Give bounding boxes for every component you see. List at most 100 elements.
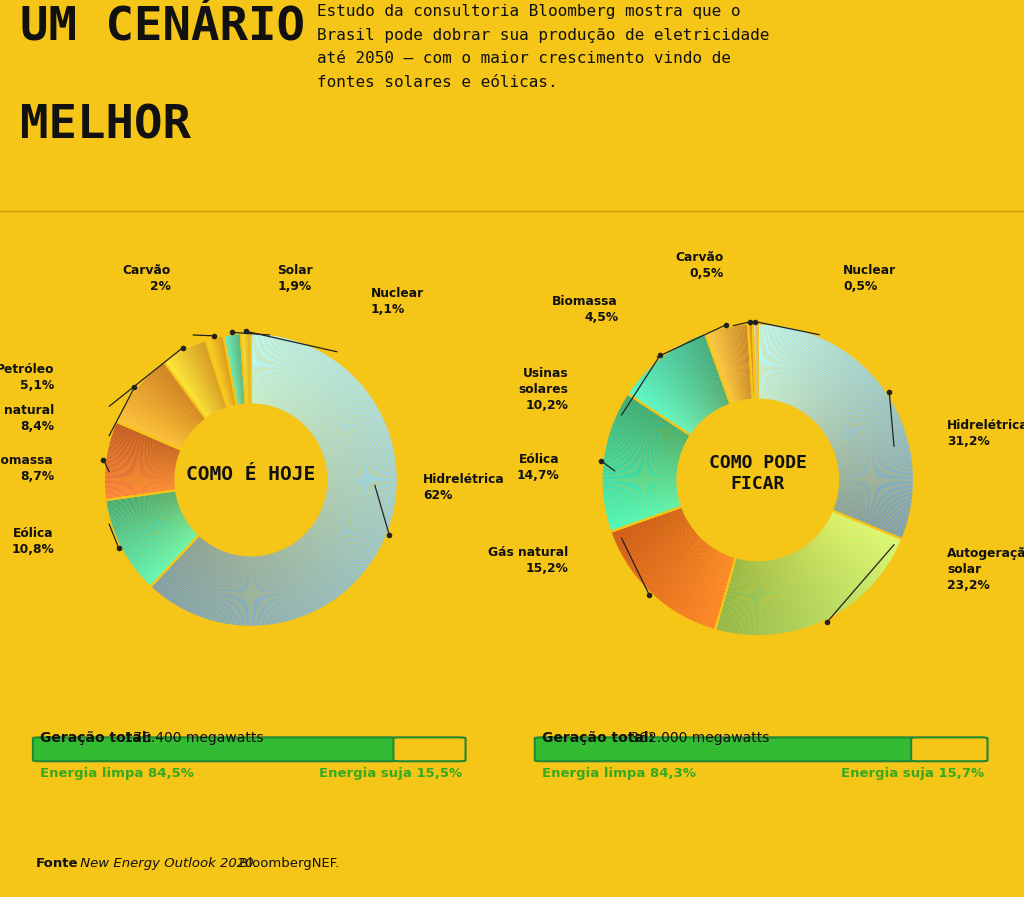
Wedge shape (623, 519, 688, 557)
Wedge shape (808, 359, 856, 417)
Wedge shape (828, 405, 894, 441)
Wedge shape (611, 507, 682, 533)
Wedge shape (317, 516, 380, 550)
Wedge shape (144, 532, 197, 580)
Wedge shape (603, 483, 677, 487)
Wedge shape (790, 337, 820, 406)
Wedge shape (677, 347, 717, 411)
Wedge shape (828, 406, 895, 442)
Wedge shape (206, 552, 228, 619)
Wedge shape (321, 423, 386, 451)
Wedge shape (117, 510, 181, 539)
Wedge shape (605, 496, 679, 512)
Wedge shape (129, 399, 187, 439)
Wedge shape (326, 452, 394, 466)
Wedge shape (325, 498, 392, 516)
Wedge shape (809, 542, 858, 599)
Wedge shape (610, 505, 681, 530)
Wedge shape (268, 338, 285, 406)
Wedge shape (223, 336, 237, 405)
Wedge shape (322, 507, 387, 534)
Wedge shape (282, 346, 310, 411)
Wedge shape (621, 518, 687, 553)
Wedge shape (175, 354, 212, 415)
Wedge shape (326, 451, 394, 466)
Wedge shape (105, 488, 175, 496)
Wedge shape (321, 424, 386, 451)
Wedge shape (143, 531, 196, 579)
Text: Biomassa
4,5%: Biomassa 4,5% (552, 295, 618, 324)
Text: Gás natural
8,4%: Gás natural 8,4% (0, 405, 54, 433)
Wedge shape (147, 376, 198, 426)
Wedge shape (783, 556, 809, 627)
Wedge shape (766, 560, 774, 634)
Wedge shape (122, 412, 184, 445)
Wedge shape (702, 555, 730, 625)
Wedge shape (831, 414, 899, 447)
Wedge shape (755, 325, 757, 399)
Wedge shape (838, 462, 912, 471)
Wedge shape (201, 551, 225, 617)
Wedge shape (606, 447, 679, 464)
Wedge shape (322, 507, 387, 533)
Wedge shape (831, 513, 899, 545)
Wedge shape (707, 333, 732, 404)
Wedge shape (835, 502, 906, 525)
Wedge shape (712, 557, 734, 629)
Wedge shape (120, 513, 182, 544)
Wedge shape (185, 548, 217, 611)
Wedge shape (827, 520, 892, 560)
Wedge shape (624, 401, 688, 440)
Wedge shape (327, 482, 396, 483)
Wedge shape (306, 380, 358, 429)
Wedge shape (751, 325, 754, 399)
Wedge shape (831, 511, 901, 541)
Wedge shape (838, 491, 911, 502)
Text: MELHOR: MELHOR (20, 103, 191, 148)
Wedge shape (290, 354, 326, 415)
Wedge shape (657, 541, 706, 599)
Wedge shape (319, 420, 384, 449)
Wedge shape (285, 547, 317, 610)
Wedge shape (827, 403, 893, 440)
Wedge shape (658, 542, 707, 600)
Wedge shape (769, 560, 780, 633)
Wedge shape (777, 558, 797, 631)
Wedge shape (312, 524, 370, 566)
Wedge shape (708, 556, 732, 627)
Wedge shape (692, 338, 725, 406)
Wedge shape (229, 335, 240, 405)
Wedge shape (749, 325, 754, 399)
Wedge shape (127, 519, 186, 558)
Wedge shape (794, 341, 827, 408)
Wedge shape (733, 327, 745, 400)
Wedge shape (288, 353, 324, 414)
Wedge shape (258, 335, 266, 405)
Wedge shape (105, 463, 175, 472)
Wedge shape (629, 393, 691, 435)
Wedge shape (140, 529, 194, 576)
Wedge shape (738, 560, 749, 634)
Wedge shape (324, 501, 391, 521)
Wedge shape (135, 390, 191, 434)
Wedge shape (622, 405, 687, 441)
Wedge shape (798, 345, 836, 410)
Wedge shape (327, 483, 396, 486)
Wedge shape (169, 359, 209, 417)
Wedge shape (322, 428, 387, 453)
Wedge shape (167, 542, 208, 600)
Wedge shape (824, 525, 887, 568)
Wedge shape (256, 335, 261, 405)
Wedge shape (617, 514, 685, 546)
Wedge shape (813, 538, 866, 592)
Wedge shape (318, 513, 382, 545)
Wedge shape (724, 328, 740, 401)
Wedge shape (243, 335, 247, 405)
Wedge shape (121, 514, 183, 546)
Wedge shape (227, 335, 239, 405)
Wedge shape (323, 434, 390, 457)
Wedge shape (142, 381, 195, 429)
Wedge shape (230, 555, 241, 624)
Wedge shape (141, 382, 195, 430)
Wedge shape (816, 535, 871, 587)
